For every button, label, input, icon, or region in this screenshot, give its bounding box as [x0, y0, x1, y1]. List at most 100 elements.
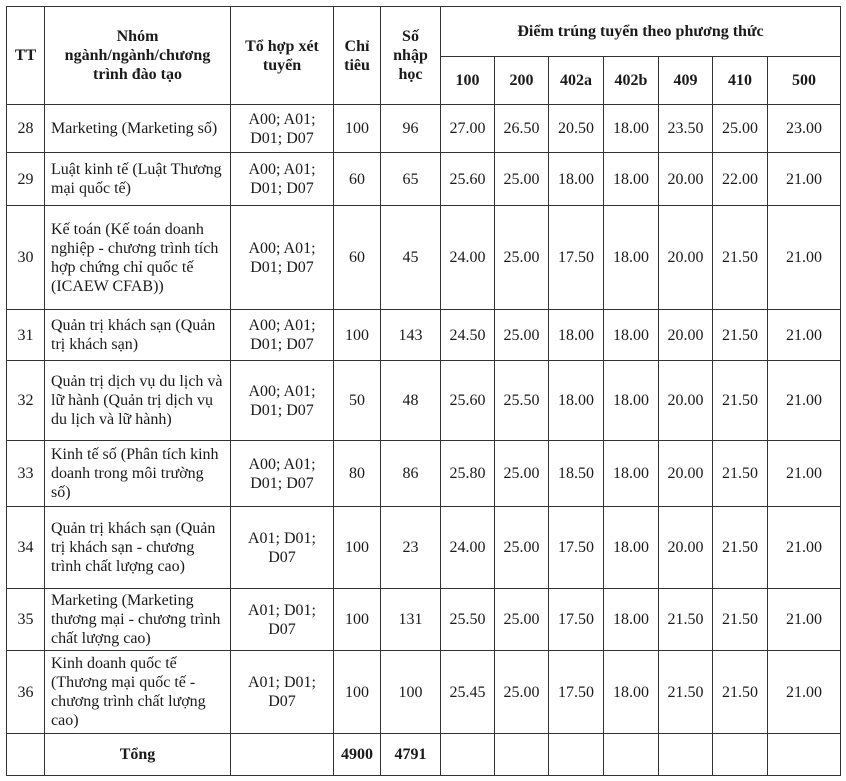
score-cell-410: 22.00 [712, 152, 768, 206]
quota-cell: 100 [333, 588, 381, 651]
score-cell-409: 20.00 [658, 506, 713, 589]
header-tt: TT [6, 6, 45, 105]
score-cell-402a: 17.50 [548, 506, 604, 589]
total-combo-cell [230, 733, 334, 776]
header-enrolled: Số nhập học [380, 6, 441, 105]
score-cell-200: 26.50 [494, 104, 549, 153]
score-cell-100: 27.00 [440, 104, 495, 153]
score-cell-402a: 18.00 [548, 309, 604, 361]
header-combo: Tổ hợp xét tuyển [230, 6, 334, 105]
score-cell-100: 25.50 [440, 588, 495, 651]
tt-cell: 33 [6, 440, 45, 507]
combo-cell: A00; A01; D01; D07 [230, 309, 334, 361]
header-quota: Chỉ tiêu [333, 6, 381, 105]
total-tt-cell [6, 733, 45, 776]
score-cell-500: 21.00 [767, 360, 841, 441]
quota-cell: 100 [333, 506, 381, 589]
score-cell-409: 20.00 [658, 360, 713, 441]
header-method-100: 100 [440, 56, 495, 105]
score-cell-402a: 17.50 [548, 205, 604, 310]
header-method-410: 410 [712, 56, 768, 105]
header-method-402b: 402b [603, 56, 659, 105]
quota-cell: 100 [333, 650, 381, 734]
program-cell: Quản trị dịch vụ du lịch và lữ hành (Quả… [44, 360, 231, 441]
combo-cell: A00; A01; D01; D07 [230, 360, 334, 441]
table-row: 35 Marketing (Marketing thương mại - chươ… [6, 588, 841, 651]
table-row: 29 Luật kinh tế (Luật Thương mại quốc tế)… [6, 152, 841, 206]
quota-cell: 100 [333, 104, 381, 153]
score-cell-410: 21.50 [712, 506, 768, 589]
score-cell-100: 24.00 [440, 506, 495, 589]
score-cell-402b: 18.00 [603, 104, 659, 153]
combo-cell: A01; D01; D07 [230, 650, 334, 734]
score-cell-402b: 18.00 [603, 309, 659, 361]
enrolled-cell: 23 [380, 506, 441, 589]
tt-cell: 34 [6, 506, 45, 589]
total-score-cell [767, 733, 841, 776]
score-cell-402b: 18.00 [603, 152, 659, 206]
score-cell-100: 25.60 [440, 152, 495, 206]
combo-cell: A01; D01; D07 [230, 588, 334, 651]
score-cell-410: 21.50 [712, 205, 768, 310]
score-cell-402a: 20.50 [548, 104, 604, 153]
total-score-cell [548, 733, 604, 776]
table-row: 34 Quản trị khách sạn (Quản trị khách sạn… [6, 506, 841, 589]
total-row: Tổng 4900 4791 [6, 733, 841, 776]
score-cell-402b: 18.00 [603, 588, 659, 651]
score-cell-410: 21.50 [712, 588, 768, 651]
score-cell-200: 25.00 [494, 440, 549, 507]
combo-cell: A01; D01; D07 [230, 506, 334, 589]
header-method-409: 409 [658, 56, 713, 105]
score-cell-409: 20.00 [658, 205, 713, 310]
combo-cell: A00; A01; D01; D07 [230, 152, 334, 206]
score-cell-409: 21.50 [658, 650, 713, 734]
enrolled-cell: 131 [380, 588, 441, 651]
enrolled-cell: 96 [380, 104, 441, 153]
score-cell-409: 20.00 [658, 152, 713, 206]
total-score-cell [603, 733, 659, 776]
total-score-cell [712, 733, 768, 776]
score-cell-410: 25.00 [712, 104, 768, 153]
enrolled-cell: 48 [380, 360, 441, 441]
score-cell-200: 25.00 [494, 152, 549, 206]
score-cell-200: 25.00 [494, 588, 549, 651]
score-cell-500: 21.00 [767, 440, 841, 507]
score-cell-402a: 18.50 [548, 440, 604, 507]
score-cell-410: 21.50 [712, 309, 768, 361]
score-cell-402a: 18.00 [548, 360, 604, 441]
tt-cell: 31 [6, 309, 45, 361]
score-cell-500: 21.00 [767, 588, 841, 651]
enrolled-cell: 45 [380, 205, 441, 310]
total-score-cell [440, 733, 495, 776]
program-cell: Marketing (Marketing số) [44, 104, 231, 153]
combo-cell: A00; A01; D01; D07 [230, 205, 334, 310]
quota-cell: 100 [333, 309, 381, 361]
tt-cell: 32 [6, 360, 45, 441]
score-cell-100: 25.60 [440, 360, 495, 441]
score-cell-409: 20.00 [658, 309, 713, 361]
combo-cell: A00; A01; D01; D07 [230, 440, 334, 507]
enrolled-cell: 65 [380, 152, 441, 206]
score-cell-200: 25.00 [494, 205, 549, 310]
score-cell-200: 25.50 [494, 360, 549, 441]
quota-cell: 80 [333, 440, 381, 507]
total-label: Tổng [44, 733, 231, 776]
score-cell-410: 21.50 [712, 360, 768, 441]
score-cell-500: 21.00 [767, 205, 841, 310]
score-cell-402b: 18.00 [603, 360, 659, 441]
total-enrolled: 4791 [380, 733, 441, 776]
table-row: 28 Marketing (Marketing số) A00; A01; D01;… [6, 104, 841, 153]
tt-cell: 28 [6, 104, 45, 153]
combo-cell: A00; A01; D01; D07 [230, 104, 334, 153]
score-cell-100: 24.50 [440, 309, 495, 361]
score-cell-402b: 18.00 [603, 205, 659, 310]
table-row: 30 Kế toán (Kế toán doanh nghiệp - chương… [6, 205, 841, 310]
quota-cell: 60 [333, 152, 381, 206]
score-cell-500: 21.00 [767, 506, 841, 589]
total-score-cell [658, 733, 713, 776]
score-cell-402b: 18.00 [603, 506, 659, 589]
program-cell: Marketing (Marketing thương mại - chương… [44, 588, 231, 651]
header-method-500: 500 [767, 56, 841, 105]
score-cell-409: 20.00 [658, 440, 713, 507]
quota-cell: 50 [333, 360, 381, 441]
